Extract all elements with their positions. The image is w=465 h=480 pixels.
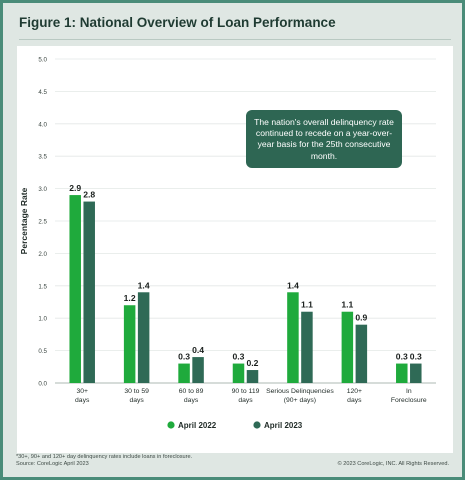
y-tick-label: 1.5	[38, 283, 47, 290]
y-tick-label: 0.5	[38, 348, 47, 355]
x-tick-label: Serious Delinquencies	[266, 388, 334, 395]
y-tick-label: 3.5	[38, 154, 47, 161]
data-label: 1.2	[124, 293, 136, 303]
footnote-definition: *30+, 90+ and 120+ day delinquency rates…	[16, 454, 193, 460]
footnote: *30+, 90+ and 120+ day delinquency rates…	[16, 454, 192, 468]
data-label: 0.2	[247, 358, 259, 368]
data-label: 0.9	[355, 313, 367, 323]
data-label: 1.1	[301, 300, 313, 310]
data-label: 1.1	[341, 300, 353, 310]
bar-april-2022	[69, 195, 81, 383]
legend-label: April 2023	[264, 421, 303, 430]
data-label: 1.4	[287, 280, 299, 290]
callout-box: The nation's overall delinquency rate co…	[246, 110, 402, 168]
data-label: 2.9	[69, 183, 81, 193]
data-label: 2.8	[83, 190, 95, 200]
legend-label: April 2022	[178, 421, 217, 430]
bar-april-2023	[410, 363, 422, 383]
y-tick-label: 5.0	[38, 57, 47, 64]
y-tick-label: 2.5	[38, 219, 47, 226]
legend-marker	[167, 421, 175, 429]
legend-marker	[253, 421, 261, 429]
footnote-source: Source: CoreLogic April 2023	[16, 461, 89, 467]
bar-april-2023	[137, 292, 150, 383]
bar-april-2022	[232, 363, 245, 383]
bar-april-2022	[123, 305, 136, 383]
bar-april-2023	[246, 370, 259, 383]
bar-april-2023	[301, 311, 313, 383]
x-tick-label: 60 to 89	[179, 388, 204, 395]
copyright: © 2023 CoreLogic, INC. All Rights Reserv…	[337, 461, 449, 467]
x-tick-label: 120+	[347, 388, 362, 395]
x-tick-label: days	[238, 397, 253, 404]
data-label: 1.4	[138, 280, 150, 290]
data-label: 0.3	[233, 352, 245, 362]
bar-april-2022	[341, 311, 354, 383]
y-tick-label: 2.0	[38, 251, 47, 258]
x-tick-label: days	[129, 397, 144, 404]
x-tick-label: 90 to 119	[232, 388, 260, 395]
title-divider	[19, 39, 451, 40]
data-label: 0.3	[178, 352, 190, 362]
x-tick-label: Foreclosure	[391, 397, 427, 404]
bar-april-2023	[192, 357, 204, 383]
data-label: 0.3	[396, 352, 408, 362]
x-tick-label: days	[184, 397, 199, 404]
bar-april-2023	[83, 201, 95, 383]
bar-april-2023	[355, 324, 368, 383]
y-tick-label: 0.0	[38, 381, 47, 388]
bar-april-2022	[396, 363, 408, 383]
x-tick-label: days	[75, 397, 90, 404]
y-tick-label: 4.5	[38, 89, 47, 96]
x-tick-label: (90+ days)	[284, 397, 316, 404]
bar-april-2022	[178, 363, 190, 383]
chart-title: Figure 1: National Overview of Loan Perf…	[19, 15, 336, 30]
x-tick-label: days	[347, 397, 362, 404]
x-tick-label: In	[406, 388, 412, 395]
y-tick-label: 3.0	[38, 186, 47, 193]
y-tick-label: 4.0	[38, 121, 47, 128]
x-tick-label: 30 to 59	[124, 388, 149, 395]
data-label: 0.4	[192, 345, 204, 355]
y-tick-label: 1.0	[38, 316, 47, 323]
x-tick-label: 30+	[76, 388, 88, 395]
data-label: 0.3	[410, 352, 422, 362]
y-axis-label: Percentage Rate	[19, 187, 29, 254]
bar-april-2022	[287, 292, 299, 383]
